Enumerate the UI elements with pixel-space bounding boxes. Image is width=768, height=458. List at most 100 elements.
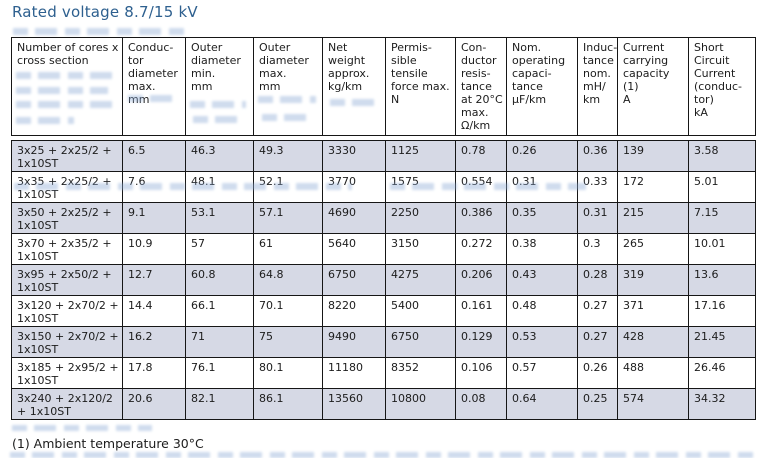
table-cell: 0.26 [577, 357, 618, 389]
table-cell: 488 [617, 357, 689, 389]
table-row: 3x35 + 2x25/2 + 1x10ST 7.6 48.1 52.1 3770 157… [11, 171, 756, 203]
column-header: Net weight approx. kg/km [322, 37, 386, 136]
table-cell: 14.4 [122, 295, 186, 327]
table-cell: 0.554 [455, 171, 507, 203]
table-cell: 86.1 [253, 388, 323, 420]
table-cell: 0.53 [506, 326, 578, 358]
table-row: 3x25 + 2x25/2 + 1x10ST 6.5 46.3 49.3 3330 112… [11, 140, 756, 172]
table-cell: 3x50 + 2x25/2 + 1x10ST [11, 202, 123, 234]
table-cell: 1575 [385, 171, 456, 203]
table-cell: 3330 [322, 140, 386, 172]
table-cell: 10.01 [688, 233, 756, 265]
table-cell: 20.6 [122, 388, 186, 420]
table-cell: 7.15 [688, 202, 756, 234]
table-cell: 26.46 [688, 357, 756, 389]
table-cell: 34.32 [688, 388, 756, 420]
table-cell: 71 [185, 326, 254, 358]
table-cell: 80.1 [253, 357, 323, 389]
spec-table-header: Number of cores x cross section Conduc- t… [11, 37, 756, 136]
column-header: Conduc- tor diameter max. mm [122, 37, 186, 136]
table-cell: 6.5 [122, 140, 186, 172]
ghost-text-artifact [12, 425, 152, 431]
table-cell: 371 [617, 295, 689, 327]
column-header: Outer diameter max. mm [253, 37, 323, 136]
table-cell: 0.3 [577, 233, 618, 265]
table-cell: 17.16 [688, 295, 756, 327]
footnote: (1) Ambient temperature 30°C [12, 436, 204, 451]
table-cell: 49.3 [253, 140, 323, 172]
table-cell: 0.36 [577, 140, 618, 172]
table-cell: 0.106 [455, 357, 507, 389]
table-cell: 1125 [385, 140, 456, 172]
table-cell: 0.08 [455, 388, 507, 420]
table-cell: 3x35 + 2x25/2 + 1x10ST [11, 171, 123, 203]
table-cell: 82.1 [185, 388, 254, 420]
table-cell: 6750 [322, 264, 386, 296]
header-row: Number of cores x cross section Conduc- t… [11, 37, 756, 136]
column-header: Permis- sible tensile force max. N [385, 37, 456, 136]
column-header: Current carrying capacity (1) A [617, 37, 689, 136]
table-cell: 0.78 [455, 140, 507, 172]
table-cell: 3x25 + 2x25/2 + 1x10ST [11, 140, 123, 172]
column-header: Short Circuit Current (conduc- tor) kA [688, 37, 756, 136]
column-header: Number of cores x cross section [11, 37, 123, 136]
table-cell: 75 [253, 326, 323, 358]
table-cell: 139 [617, 140, 689, 172]
table-cell: 6750 [385, 326, 456, 358]
table-cell: 13.6 [688, 264, 756, 296]
column-header: Con- ductor resis- tance at 20°C max. Ω/… [455, 37, 507, 136]
table-cell: 574 [617, 388, 689, 420]
table-cell: 2250 [385, 202, 456, 234]
table-cell: 52.1 [253, 171, 323, 203]
table-cell: 0.38 [506, 233, 578, 265]
table-cell: 21.45 [688, 326, 756, 358]
column-header: Nom. operating capaci- tance μF/km [506, 37, 578, 136]
table-cell: 3.58 [688, 140, 756, 172]
table-cell: 46.3 [185, 140, 254, 172]
table-cell: 0.27 [577, 295, 618, 327]
table-cell: 0.57 [506, 357, 578, 389]
table-cell: 10.9 [122, 233, 186, 265]
table-cell: 3x240 + 2x120/2 + 1x10ST [11, 388, 123, 420]
column-header: Induc- tance nom. mH/ km [577, 37, 618, 136]
table-cell: 0.33 [577, 171, 618, 203]
table-cell: 0.48 [506, 295, 578, 327]
table-cell: 66.1 [185, 295, 254, 327]
spec-table: Number of cores x cross section Conduc- t… [11, 37, 756, 420]
table-row: 3x70 + 2x35/2 + 1x10ST 10.9 57 61 5640 3150 0.… [11, 233, 756, 265]
table-cell: 60.8 [185, 264, 254, 296]
table-cell: 8220 [322, 295, 386, 327]
table-cell: 17.8 [122, 357, 186, 389]
table-cell: 0.206 [455, 264, 507, 296]
table-cell: 13560 [322, 388, 386, 420]
table-cell: 0.386 [455, 202, 507, 234]
table-cell: 0.31 [506, 171, 578, 203]
table-cell: 0.25 [577, 388, 618, 420]
ghost-text-artifact [13, 28, 185, 35]
table-cell: 428 [617, 326, 689, 358]
table-cell: 53.1 [185, 202, 254, 234]
table-cell: 7.6 [122, 171, 186, 203]
table-cell: 3150 [385, 233, 456, 265]
table-cell: 3x70 + 2x35/2 + 1x10ST [11, 233, 123, 265]
table-cell: 3x120 + 2x70/2 + 1x10ST [11, 295, 123, 327]
table-cell: 3x95 + 2x50/2 + 1x10ST [11, 264, 123, 296]
table-cell: 0.35 [506, 202, 578, 234]
table-cell: 5.01 [688, 171, 756, 203]
table-cell: 0.272 [455, 233, 507, 265]
table-cell: 0.161 [455, 295, 507, 327]
page-title: Rated voltage 8.7/15 kV [12, 3, 198, 21]
table-cell: 57 [185, 233, 254, 265]
table-cell: 3x185 + 2x95/2 + 1x10ST [11, 357, 123, 389]
table-cell: 0.26 [506, 140, 578, 172]
table-cell: 0.27 [577, 326, 618, 358]
table-cell: 319 [617, 264, 689, 296]
table-row: 3x120 + 2x70/2 + 1x10ST 14.4 66.1 70.1 8220 5… [11, 295, 756, 327]
table-cell: 3770 [322, 171, 386, 203]
table-cell: 0.129 [455, 326, 507, 358]
table-cell: 0.43 [506, 264, 578, 296]
table-cell: 265 [617, 233, 689, 265]
table-cell: 12.7 [122, 264, 186, 296]
table-cell: 48.1 [185, 171, 254, 203]
table-cell: 61 [253, 233, 323, 265]
